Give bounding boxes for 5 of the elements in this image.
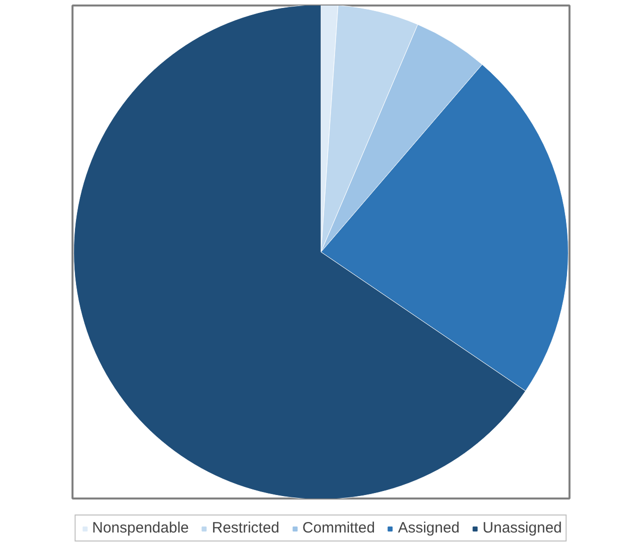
legend-label: Nonspendable bbox=[92, 520, 189, 536]
legend-label: Committed bbox=[302, 520, 375, 536]
legend-label: Assigned bbox=[398, 520, 460, 536]
legend-label: Restricted bbox=[212, 520, 280, 536]
legend-label: Unassigned bbox=[482, 520, 562, 536]
